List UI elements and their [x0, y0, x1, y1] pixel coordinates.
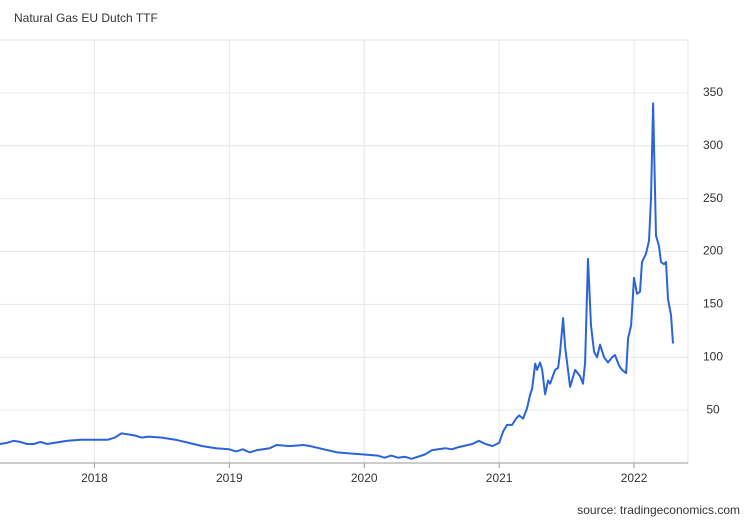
x-tick-label: 2020: [351, 471, 378, 485]
y-tick-label: 350: [703, 85, 723, 99]
y-tick-label: 200: [703, 244, 723, 258]
x-tick-label: 2022: [621, 471, 648, 485]
x-tick-label: 2019: [216, 471, 243, 485]
source: source: tradingeconomics.com: [577, 503, 740, 517]
y-tick-label: 250: [703, 191, 723, 205]
data-line: [0, 102, 674, 460]
y-tick-label: 150: [703, 297, 723, 311]
x-tick-label: 2018: [81, 471, 108, 485]
y-tick-label: 100: [703, 349, 723, 363]
y-tick-label: 50: [706, 402, 720, 416]
y-tick-label: 300: [703, 138, 723, 152]
chart-title: Natural Gas EU Dutch TTF: [14, 11, 158, 25]
x-tick-label: 2021: [486, 471, 513, 485]
